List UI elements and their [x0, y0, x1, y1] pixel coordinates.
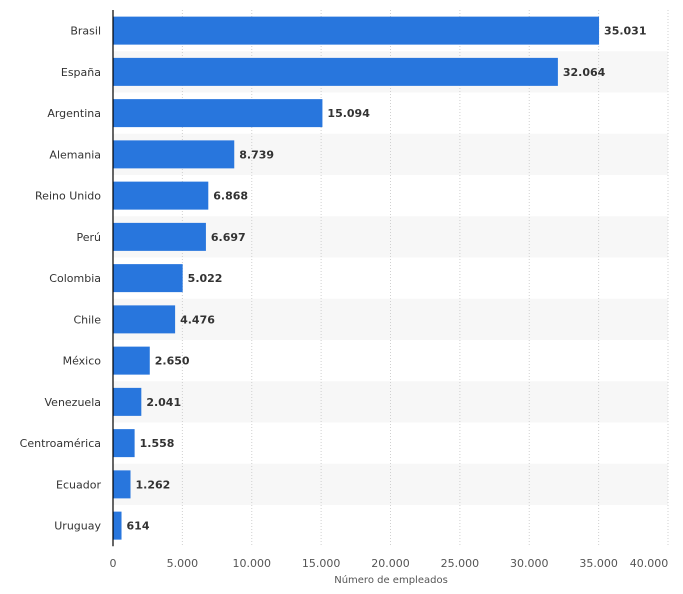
category-label: Chile	[73, 313, 101, 326]
data-label: 2.650	[155, 355, 190, 368]
bar-3[interactable]	[113, 140, 235, 169]
bar-12[interactable]	[113, 511, 122, 540]
bar-5[interactable]	[113, 222, 206, 251]
x-tick-label: 35.000	[579, 557, 618, 570]
category-label: Ecuador	[56, 478, 101, 491]
bar-10[interactable]	[113, 429, 135, 458]
x-tick-label: 40.000	[630, 557, 669, 570]
x-tick-label: 25.000	[441, 557, 480, 570]
x-tick-label: 5.000	[167, 557, 199, 570]
bar-4[interactable]	[113, 181, 209, 210]
category-label: Uruguay	[54, 520, 101, 533]
data-label: 35.031	[604, 25, 646, 38]
bar-7[interactable]	[113, 305, 176, 334]
category-label: Colombia	[49, 272, 101, 285]
bar-0[interactable]	[113, 16, 600, 45]
data-label: 1.262	[136, 478, 171, 491]
x-tick-label: 30.000	[510, 557, 549, 570]
x-tick-label: 20.000	[371, 557, 410, 570]
data-label: 5.022	[188, 272, 223, 285]
bar-6[interactable]	[113, 264, 183, 293]
category-label: México	[63, 355, 102, 368]
data-label: 4.476	[180, 313, 215, 326]
data-label: 8.739	[239, 148, 274, 161]
data-label: 1.558	[140, 437, 175, 450]
category-label: Centroamérica	[20, 437, 101, 450]
data-label: 614	[127, 520, 150, 533]
bar-2[interactable]	[113, 99, 323, 128]
data-label: 6.697	[211, 231, 246, 244]
x-tick-label: 15.000	[302, 557, 341, 570]
category-label: Argentina	[47, 107, 101, 120]
x-axis-label: Número de empleados	[334, 574, 448, 586]
bar-11[interactable]	[113, 470, 131, 499]
x-tick-label: 10.000	[233, 557, 272, 570]
category-label: Alemania	[49, 148, 101, 161]
data-label: 32.064	[563, 66, 606, 79]
bar-1[interactable]	[113, 57, 558, 86]
category-label: Venezuela	[45, 396, 102, 409]
category-label: Perú	[76, 231, 101, 244]
category-label: Reino Unido	[35, 190, 101, 203]
data-label: 15.094	[327, 107, 370, 120]
data-label: 2.041	[146, 396, 181, 409]
data-label: 6.868	[213, 190, 248, 203]
category-label: España	[61, 66, 101, 79]
row-stripe	[113, 381, 668, 423]
bar-9[interactable]	[113, 387, 142, 416]
x-tick-label: 0	[110, 557, 117, 570]
category-label: Brasil	[70, 25, 101, 38]
bar-8[interactable]	[113, 346, 150, 375]
